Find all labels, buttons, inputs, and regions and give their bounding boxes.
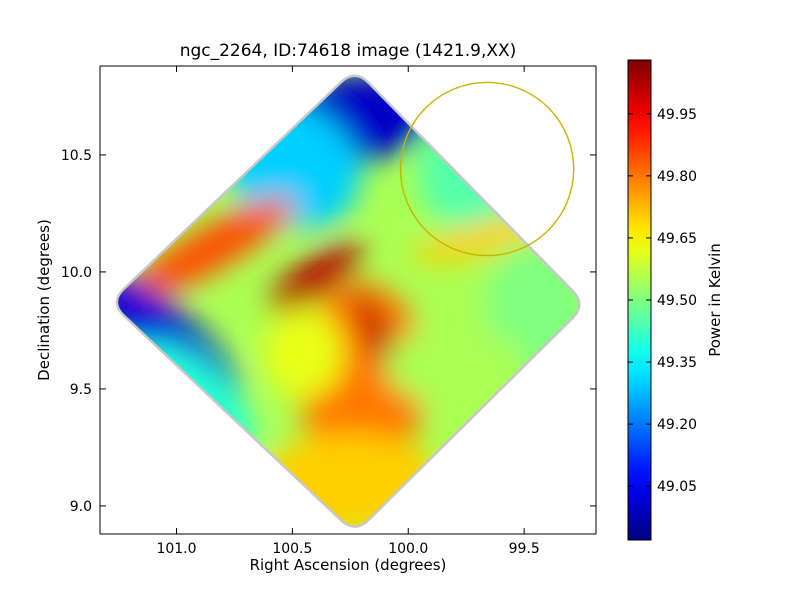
y-axis-label: Declination (degrees) [35, 219, 53, 381]
heatmap-region [128, 197, 295, 300]
y-tick-label: 9.5 [70, 382, 92, 398]
annotation-circle [399, 81, 575, 257]
y-tick-label: 9.0 [70, 499, 92, 515]
chart-title: ngc_2264, ID:74618 image (1421.9,XX) [180, 41, 517, 61]
colorbar-label: Power in Kelvin [706, 243, 724, 357]
y-tick-label: 10.0 [61, 265, 92, 281]
colorbar-tick-label: 49.50 [657, 293, 697, 309]
colorbar-gradient [628, 60, 651, 540]
heatmap-region [269, 241, 362, 312]
colorbar-tick-label: 49.80 [657, 169, 697, 185]
heatmap-region [264, 308, 344, 399]
x-tick-label: 100.5 [272, 541, 312, 557]
plot-area: 101.0 100.5 100.0 99.5 9.0 9.5 10.0 10.5 [61, 65, 597, 557]
heatmap-region [384, 325, 525, 406]
y-tick-label: 10.5 [61, 148, 92, 164]
x-tick-label: 100.0 [388, 541, 428, 557]
x-tick-label: 101.0 [156, 541, 196, 557]
x-axis-label: Right Ascension (degrees) [250, 556, 447, 574]
colorbar-tick-label: 49.20 [657, 417, 697, 433]
x-tick-label: 99.5 [509, 541, 540, 557]
plot-frame [99, 65, 597, 535]
colorbar-tick-label: 49.95 [657, 107, 697, 123]
colorbar-tick-label: 49.65 [657, 231, 697, 247]
colorbar-tick-label: 49.35 [657, 355, 697, 371]
colorbar-tick-label: 49.05 [657, 479, 697, 495]
colorbar: 49.05 49.20 49.35 49.50 49.65 49.80 49.95 [627, 59, 697, 541]
